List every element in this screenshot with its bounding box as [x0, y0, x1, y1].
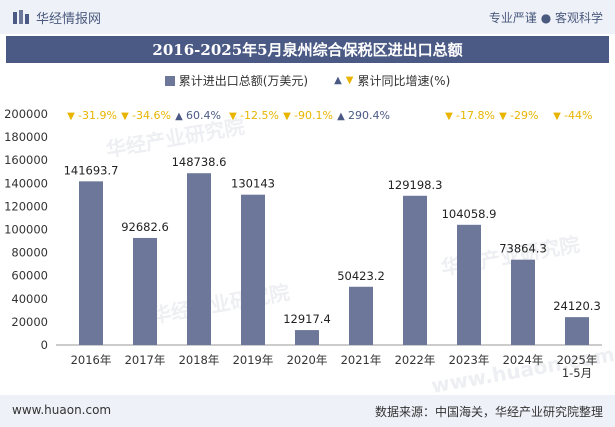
y-tick-label: 120000 — [4, 199, 48, 213]
bar-value-label: 130143 — [231, 177, 275, 191]
legend: 累计进出口总额(万美元) ▲ ▼ 累计同比增速(%) — [0, 72, 615, 89]
y-tick-label: 60000 — [11, 269, 48, 283]
bar — [565, 317, 589, 345]
growth-label: 60.4% — [186, 109, 221, 122]
x-tick-label: 2024年 — [503, 353, 544, 367]
legend-item-bar: 累计进出口总额(万美元) — [164, 72, 309, 89]
bar-value-label: 141693.7 — [64, 163, 119, 177]
bar-value-label: 129198.3 — [388, 178, 443, 192]
logo: 华经情报网 — [12, 8, 102, 27]
bar — [457, 224, 481, 345]
down-triangle-icon: ▼ — [121, 111, 129, 122]
down-triangle-icon: ▼ — [499, 111, 507, 122]
x-tick-label: 2023年 — [449, 353, 490, 367]
tagline: 专业严谨 ● 客观科学 — [488, 11, 603, 25]
down-triangle-icon: ▼ — [345, 75, 354, 86]
bar-value-label: 73864.3 — [499, 242, 547, 256]
x-tick-label: 2022年 — [395, 353, 436, 367]
x-tick-label: 2017年 — [125, 353, 166, 367]
growth-label: -12.5% — [240, 109, 279, 122]
x-tick-label: 2018年 — [179, 353, 220, 367]
growth-label: -90.1% — [294, 109, 333, 122]
bar-value-label: 148738.6 — [172, 155, 227, 169]
bar — [295, 330, 319, 345]
legend-bar-swatch — [164, 75, 175, 86]
up-triangle-icon: ▲ — [337, 111, 345, 122]
y-tick-label: 140000 — [4, 176, 48, 190]
bar — [133, 237, 157, 345]
down-triangle-icon: ▼ — [67, 111, 75, 122]
logo-icon — [13, 10, 29, 24]
up-triangle-icon: ▲ — [175, 111, 183, 122]
logo-text: 华经情报网 — [36, 11, 102, 27]
down-triangle-icon: ▼ — [445, 111, 453, 122]
chart-title: 2016-2025年5月泉州综合保税区进出口总额 — [6, 36, 609, 63]
x-tick-label: 1-5月 — [562, 366, 592, 380]
y-tick-label: 40000 — [11, 292, 48, 306]
down-triangle-icon: ▼ — [229, 111, 237, 122]
bar-value-label: 50423.2 — [337, 269, 385, 283]
down-triangle-icon: ▼ — [553, 111, 561, 122]
x-tick-label: 2025年 — [557, 353, 598, 367]
growth-label: -31.9% — [78, 109, 117, 122]
down-triangle-icon: ▼ — [283, 111, 291, 122]
top-bar: 华经情报网 专业严谨 ● 客观科学 — [0, 0, 615, 34]
up-triangle-icon: ▲ — [334, 75, 342, 86]
y-tick-label: 180000 — [4, 130, 48, 144]
legend-growth-label: 累计同比增速(%) — [357, 74, 451, 88]
bar-value-label: 92682.6 — [121, 220, 169, 234]
y-tick-label: 80000 — [11, 246, 48, 260]
y-tick-label: 200000 — [4, 107, 48, 121]
footer: www.huaon.com 数据来源：中国海关，华经产业研究院整理 — [0, 395, 615, 427]
y-tick-label: 20000 — [11, 315, 48, 329]
bar-chart: 0 20000 40000 60000 80000 100000 120000 140000 1… — [4, 107, 602, 380]
bar — [241, 194, 265, 345]
y-tick-label: 100000 — [4, 223, 48, 237]
x-tick-label: 2020年 — [287, 353, 328, 367]
growth-label: -29% — [510, 109, 538, 122]
growth-label: -17.8% — [456, 109, 495, 122]
footer-url[interactable]: www.huaon.com — [12, 403, 112, 417]
bar-value-label: 12917.4 — [283, 312, 331, 326]
bar-value-label: 104058.9 — [442, 207, 497, 221]
y-tick-label: 0 — [41, 338, 48, 352]
growth-label: -44% — [564, 109, 592, 122]
x-tick-label: 2016年 — [71, 353, 112, 367]
y-tick-label: 160000 — [4, 153, 48, 167]
bar — [79, 181, 103, 345]
x-tick-label: 2021年 — [341, 353, 382, 367]
growth-label: -34.6% — [132, 109, 171, 122]
legend-bar-label: 累计进出口总额(万美元) — [178, 74, 309, 88]
x-tick-label: 2019年 — [233, 353, 274, 367]
legend-item-growth: ▲ ▼ 累计同比增速(%) — [334, 72, 450, 89]
bar — [349, 286, 373, 345]
bar-value-label: 24120.3 — [553, 299, 601, 313]
bar — [511, 259, 535, 345]
growth-label: 290.4% — [348, 109, 390, 122]
bar — [187, 173, 211, 345]
footer-source: 数据来源：中国海关，华经产业研究院整理 — [374, 405, 603, 419]
bar — [403, 195, 427, 345]
